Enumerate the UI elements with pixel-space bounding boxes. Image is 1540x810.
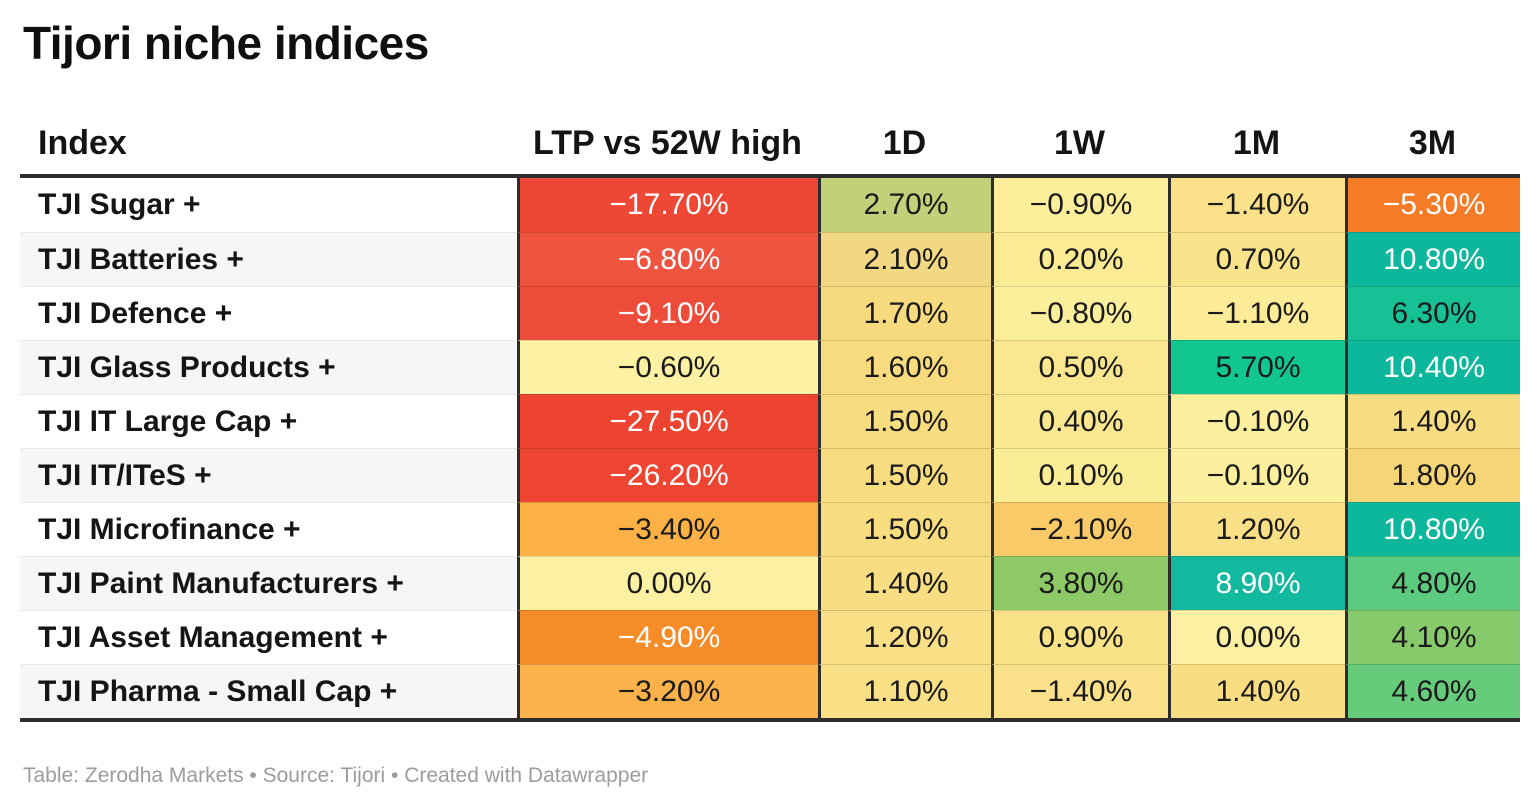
column-header-index[interactable]: Index	[38, 124, 127, 162]
row-label[interactable]: TJI Batteries +	[20, 232, 517, 286]
value-cell-1m: 0.00%	[1168, 610, 1345, 664]
value-cell-1w: −0.80%	[991, 286, 1168, 340]
row-label[interactable]: TJI Paint Manufacturers +	[20, 556, 517, 610]
value-cell-1d: 2.70%	[818, 178, 991, 232]
table-header-row: Index LTP vs 52W high 1D 1W 1M 3M	[20, 112, 1520, 178]
value-cell-1w: −1.40%	[991, 664, 1168, 718]
value-cell-1w: 0.90%	[991, 610, 1168, 664]
value-cell-3m: 10.80%	[1345, 232, 1520, 286]
page-title: Tijori niche indices	[23, 17, 429, 69]
value-cell-ltp-vs-52w-high: −0.60%	[517, 340, 818, 394]
table-body: TJI Sugar + −17.70% 2.70% −0.90% −1.40% −5.30…	[20, 178, 1520, 722]
value-cell-ltp-vs-52w-high: −3.20%	[517, 664, 818, 718]
value-cell-3m: 10.80%	[1345, 502, 1520, 556]
value-cell-ltp-vs-52w-high: −3.40%	[517, 502, 818, 556]
value-cell-1w: 0.20%	[991, 232, 1168, 286]
value-cell-1w: −2.10%	[991, 502, 1168, 556]
table-row: TJI IT/ITeS + −26.20% 1.50% 0.10% −0.10% 1.80…	[20, 448, 1520, 502]
value-cell-ltp-vs-52w-high: −26.20%	[517, 448, 818, 502]
row-label[interactable]: TJI Glass Products +	[20, 340, 517, 394]
value-cell-1d: 1.10%	[818, 664, 991, 718]
value-cell-ltp-vs-52w-high: 0.00%	[517, 556, 818, 610]
value-cell-ltp-vs-52w-high: −4.90%	[517, 610, 818, 664]
table-row: TJI Pharma - Small Cap + −3.20% 1.10% −1.40…	[20, 664, 1520, 718]
value-cell-3m: 4.60%	[1345, 664, 1520, 718]
value-cell-1d: 2.10%	[818, 232, 991, 286]
value-cell-3m: 10.40%	[1345, 340, 1520, 394]
column-header-1d[interactable]: 1D	[882, 124, 927, 162]
table-row: TJI Defence + −9.10% 1.70% −0.80% −1.10% 6.30…	[20, 286, 1520, 340]
attribution-footer: Table: Zerodha Markets • Source: Tijori …	[23, 764, 649, 787]
value-cell-1d: 1.50%	[818, 448, 991, 502]
value-cell-ltp-vs-52w-high: −27.50%	[517, 394, 818, 448]
value-cell-3m: 1.40%	[1345, 394, 1520, 448]
value-cell-1d: 1.50%	[818, 394, 991, 448]
value-cell-1m: 1.20%	[1168, 502, 1345, 556]
value-cell-1d: 1.40%	[818, 556, 991, 610]
indices-table: Index LTP vs 52W high 1D 1W 1M 3M TJI Su…	[20, 112, 1520, 722]
value-cell-1m: −1.40%	[1168, 178, 1345, 232]
table-row: TJI Microfinance + −3.40% 1.50% −2.10% 1.20%…	[20, 502, 1520, 556]
value-cell-1w: −0.90%	[991, 178, 1168, 232]
row-label[interactable]: TJI Asset Management +	[20, 610, 517, 664]
value-cell-1m: −0.10%	[1168, 394, 1345, 448]
row-label[interactable]: TJI IT Large Cap +	[20, 394, 517, 448]
table-row: TJI Glass Products + −0.60% 1.60% 0.50% 5.70…	[20, 340, 1520, 394]
value-cell-1m: 1.40%	[1168, 664, 1345, 718]
value-cell-1m: 0.70%	[1168, 232, 1345, 286]
value-cell-1d: 1.20%	[818, 610, 991, 664]
value-cell-3m: 6.30%	[1345, 286, 1520, 340]
table-row: TJI Sugar + −17.70% 2.70% −0.90% −1.40% −5.30…	[20, 178, 1520, 232]
column-header-1m[interactable]: 1M	[1232, 124, 1281, 162]
value-cell-3m: 4.10%	[1345, 610, 1520, 664]
value-cell-ltp-vs-52w-high: −17.70%	[517, 178, 818, 232]
value-cell-1m: 5.70%	[1168, 340, 1345, 394]
value-cell-1d: 1.50%	[818, 502, 991, 556]
value-cell-3m: 4.80%	[1345, 556, 1520, 610]
row-label[interactable]: TJI Sugar +	[38, 188, 201, 221]
column-header-3m[interactable]: 3M	[1408, 124, 1457, 162]
value-cell-1w: 0.50%	[991, 340, 1168, 394]
row-label[interactable]: TJI Pharma - Small Cap +	[20, 664, 517, 718]
value-cell-1w: 0.10%	[991, 448, 1168, 502]
value-cell-1d: 1.60%	[818, 340, 991, 394]
value-cell-ltp-vs-52w-high: −6.80%	[517, 232, 818, 286]
table-row: TJI Asset Management + −4.90% 1.20% 0.90% 0.…	[20, 610, 1520, 664]
value-cell-3m: 1.80%	[1345, 448, 1520, 502]
table-row: TJI IT Large Cap + −27.50% 1.50% 0.40% −0.10…	[20, 394, 1520, 448]
value-cell-1m: 8.90%	[1168, 556, 1345, 610]
value-cell-1d: 1.70%	[818, 286, 991, 340]
table-row: TJI Paint Manufacturers +0.00% 1.40% 3.80%…	[20, 556, 1520, 610]
value-cell-1w: 3.80%	[991, 556, 1168, 610]
row-label[interactable]: TJI IT/ITeS +	[20, 448, 517, 502]
value-cell-1w: 0.40%	[991, 394, 1168, 448]
row-label[interactable]: TJI Defence +	[20, 286, 517, 340]
table-row: TJI Batteries + −6.80% 2.10% 0.20% 0.70% 10.8…	[20, 232, 1520, 286]
value-cell-ltp-vs-52w-high: −9.10%	[517, 286, 818, 340]
column-header-1w[interactable]: 1W	[1054, 124, 1105, 162]
row-label[interactable]: TJI Microfinance +	[20, 502, 517, 556]
value-cell-1m: −0.10%	[1168, 448, 1345, 502]
value-cell-1m: −1.10%	[1168, 286, 1345, 340]
column-header-ltp-vs-52w-high[interactable]: LTP vs 52W high	[533, 124, 802, 162]
value-cell-3m: −5.30%	[1345, 178, 1520, 232]
